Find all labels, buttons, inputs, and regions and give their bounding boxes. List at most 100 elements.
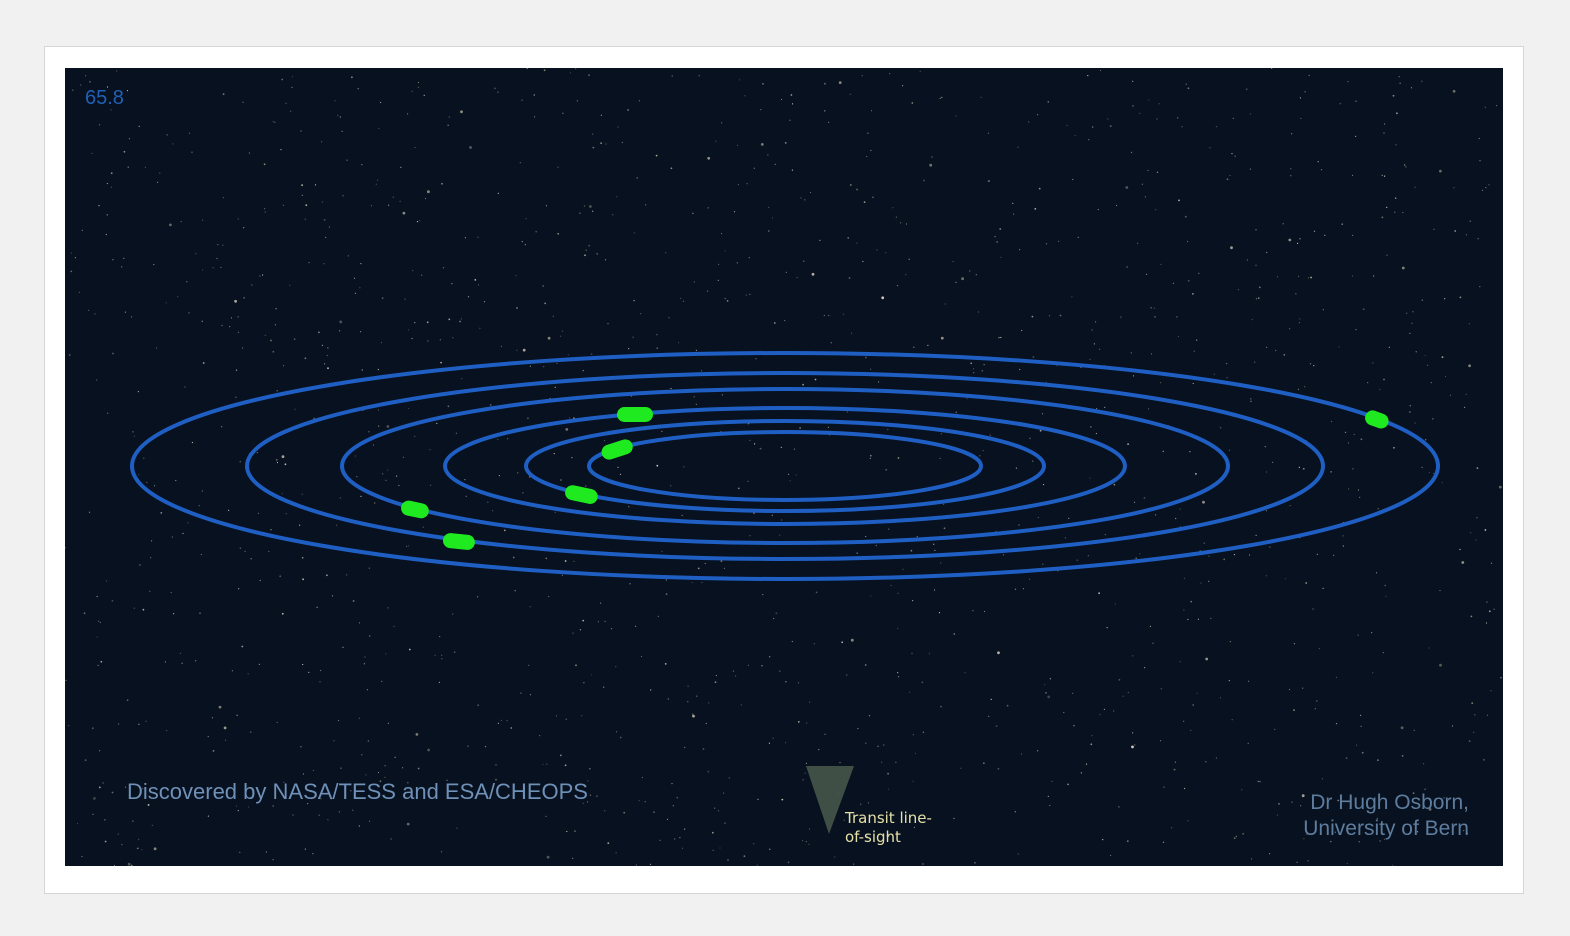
star [138, 723, 140, 725]
star [714, 807, 716, 809]
transit-label-line-2: of-sight [845, 828, 901, 846]
star [1029, 437, 1031, 440]
star [264, 208, 266, 210]
star [600, 142, 602, 145]
star [850, 638, 854, 642]
star [272, 350, 275, 353]
star [417, 767, 420, 770]
star [406, 822, 410, 826]
star [1228, 680, 1230, 682]
star [1401, 266, 1405, 270]
star [242, 101, 244, 103]
star [274, 121, 276, 123]
star [564, 560, 567, 562]
star [773, 322, 776, 324]
star [736, 262, 738, 264]
star [1307, 277, 1310, 279]
star [427, 190, 430, 194]
star [849, 184, 852, 186]
star [834, 856, 836, 858]
star [1355, 100, 1357, 102]
star [668, 317, 670, 319]
star [484, 746, 487, 748]
star [799, 427, 801, 429]
star [612, 214, 614, 216]
star [1382, 652, 1384, 654]
planet-5 [442, 533, 475, 550]
star [1091, 735, 1093, 737]
star [997, 651, 1000, 655]
star [565, 718, 567, 720]
star [670, 485, 672, 487]
star [1470, 532, 1472, 534]
star [811, 272, 815, 276]
star [561, 574, 563, 576]
star [556, 362, 558, 365]
star [1335, 676, 1337, 678]
star [1428, 647, 1430, 649]
star [243, 297, 245, 299]
star [1409, 332, 1411, 334]
star [1276, 276, 1279, 278]
star [630, 395, 633, 397]
star [1072, 178, 1074, 181]
star [110, 109, 112, 111]
star [1232, 117, 1234, 119]
star [301, 556, 304, 559]
star [1038, 187, 1041, 190]
star [1265, 471, 1268, 473]
star [91, 152, 93, 154]
star [264, 211, 266, 213]
star [641, 776, 644, 779]
star [1259, 781, 1261, 783]
star [1400, 726, 1404, 730]
star [933, 589, 936, 591]
star [85, 75, 87, 77]
star [1039, 429, 1042, 432]
star [1187, 820, 1189, 822]
star [559, 754, 562, 757]
star [1106, 627, 1108, 629]
star [657, 615, 659, 617]
star [91, 727, 94, 730]
star [529, 365, 531, 367]
star [895, 216, 898, 218]
star [96, 636, 98, 638]
star [1322, 587, 1324, 589]
star [1137, 242, 1139, 244]
star [843, 819, 845, 821]
star [1500, 676, 1502, 679]
star [186, 281, 188, 283]
star [239, 547, 241, 549]
star [326, 574, 328, 577]
star [416, 221, 419, 223]
star [623, 811, 626, 814]
star [928, 653, 931, 655]
star [1401, 755, 1404, 757]
star [145, 720, 147, 722]
star [1276, 814, 1278, 816]
star [714, 681, 717, 684]
star [830, 342, 832, 344]
star [744, 95, 746, 97]
star [527, 417, 529, 420]
star [997, 767, 1000, 770]
star [803, 260, 805, 262]
star [800, 197, 802, 199]
star [202, 269, 204, 271]
star [910, 549, 913, 552]
star [369, 635, 371, 637]
star [429, 449, 431, 451]
star [180, 220, 182, 223]
star [1019, 249, 1021, 251]
star [1088, 139, 1090, 141]
star [687, 701, 689, 703]
star [635, 864, 637, 866]
star [790, 94, 793, 96]
star [477, 704, 479, 706]
star [300, 130, 302, 132]
star [92, 813, 94, 815]
star [439, 339, 441, 341]
star [569, 72, 571, 74]
star [607, 323, 609, 325]
